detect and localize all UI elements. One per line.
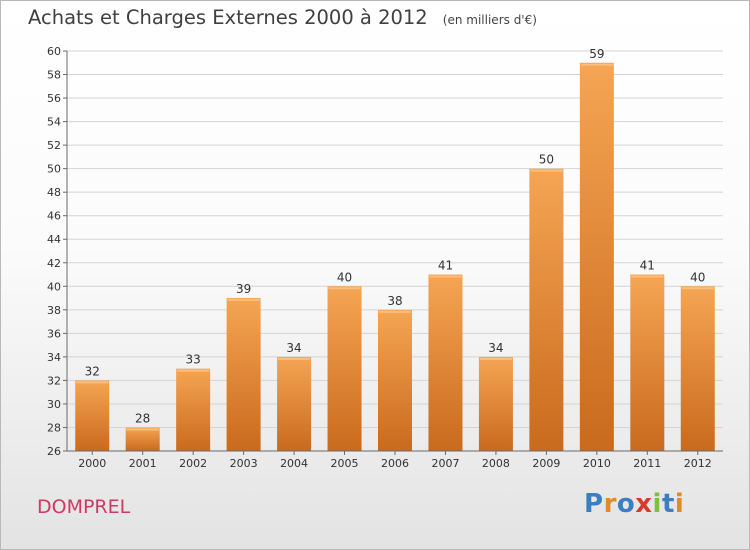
labels: 26 28 30 32 34 36 38 40 42 44 46 48 50 52 54 56 58 60 32 20… <box>47 45 712 470</box>
bar-highlight <box>177 369 210 372</box>
y-tick-label: 40 <box>47 280 61 293</box>
chart-title-block: Achats et Charges Externes 2000 à 2012 (… <box>28 6 537 29</box>
bar-2010 <box>579 62 614 451</box>
x-tick-label: 2002 <box>179 457 207 470</box>
x-tick-label: 2003 <box>230 457 258 470</box>
y-tick-label: 32 <box>47 374 61 387</box>
x-tick-label: 2004 <box>280 457 308 470</box>
bar-highlight <box>681 287 714 290</box>
bar-2002 <box>176 368 211 451</box>
y-tick-label: 38 <box>47 304 61 317</box>
bar-highlight <box>328 287 361 290</box>
value-label: 50 <box>539 153 554 167</box>
bar-2008 <box>478 356 513 451</box>
bar-highlight <box>126 428 159 431</box>
value-label: 34 <box>488 341 503 355</box>
place-name: DOMPREL <box>37 496 131 518</box>
bar-2000 <box>75 380 110 451</box>
logo-letter: t <box>661 489 675 519</box>
y-tick-label: 48 <box>47 186 61 199</box>
y-tick-label: 36 <box>47 327 61 340</box>
bar-2007 <box>428 274 463 451</box>
bar-2005 <box>327 286 362 451</box>
value-label: 39 <box>236 282 251 296</box>
y-tick-label: 46 <box>47 210 61 223</box>
y-tick-label: 44 <box>47 233 61 246</box>
y-tick-label: 50 <box>47 163 61 176</box>
value-label: 41 <box>438 259 453 273</box>
value-label: 28 <box>135 411 150 425</box>
bar-highlight <box>278 357 311 360</box>
y-tick-label: 30 <box>47 398 61 411</box>
y-tick-label: 34 <box>47 351 61 364</box>
x-tick-label: 2005 <box>331 457 359 470</box>
bars <box>75 62 715 451</box>
x-tick-label: 2008 <box>482 457 510 470</box>
x-tick-label: 2012 <box>684 457 712 470</box>
y-tick-label: 52 <box>47 139 61 152</box>
logo-letter: r <box>603 489 617 519</box>
x-tick-label: 2001 <box>129 457 157 470</box>
bar-2001 <box>125 427 160 451</box>
bar-2006 <box>378 309 412 451</box>
bar-2011 <box>630 274 665 451</box>
bar-2009 <box>529 168 564 451</box>
bar-highlight <box>76 381 109 384</box>
bar-2012 <box>680 286 715 451</box>
bar-highlight <box>580 63 613 66</box>
x-tick-label: 2011 <box>633 457 661 470</box>
y-tick-label: 54 <box>47 116 61 129</box>
x-tick-label: 2007 <box>431 457 459 470</box>
value-label: 33 <box>186 353 201 367</box>
logo-letter: i <box>674 489 685 519</box>
value-label: 40 <box>337 270 352 284</box>
logo-letter: x <box>635 489 653 519</box>
logo-letter: i <box>652 489 662 519</box>
chart-units: (en milliers d'€) <box>442 13 537 27</box>
axes <box>63 50 723 455</box>
x-tick-label: 2006 <box>381 457 409 470</box>
y-tick-label: 58 <box>47 69 61 82</box>
y-tick-label: 26 <box>47 445 61 458</box>
bar-2004 <box>277 356 312 451</box>
bar-2003 <box>226 298 261 451</box>
bar-highlight <box>631 275 664 278</box>
x-tick-label: 2009 <box>532 457 560 470</box>
logo-letter: o <box>616 489 636 519</box>
bar-highlight <box>227 299 260 302</box>
proxiti-logo: Proxiti <box>584 489 684 519</box>
value-label: 59 <box>589 47 604 61</box>
bar-highlight <box>429 275 462 278</box>
bar-highlight <box>379 310 411 313</box>
y-tick-label: 56 <box>47 92 61 105</box>
bar-highlight <box>479 357 512 360</box>
value-label: 41 <box>640 259 655 273</box>
y-tick-label: 60 <box>47 45 61 58</box>
bar-highlight <box>530 169 563 172</box>
x-tick-label: 2000 <box>78 457 106 470</box>
value-label: 32 <box>85 364 100 378</box>
value-label: 38 <box>387 294 402 308</box>
y-tick-label: 42 <box>47 257 61 270</box>
chart-title: Achats et Charges Externes 2000 à 2012 <box>28 6 428 29</box>
y-tick-label: 28 <box>47 421 61 434</box>
x-tick-label: 2010 <box>583 457 611 470</box>
logo-letter: P <box>584 489 604 519</box>
value-label: 34 <box>286 341 301 355</box>
value-label: 40 <box>690 270 705 284</box>
